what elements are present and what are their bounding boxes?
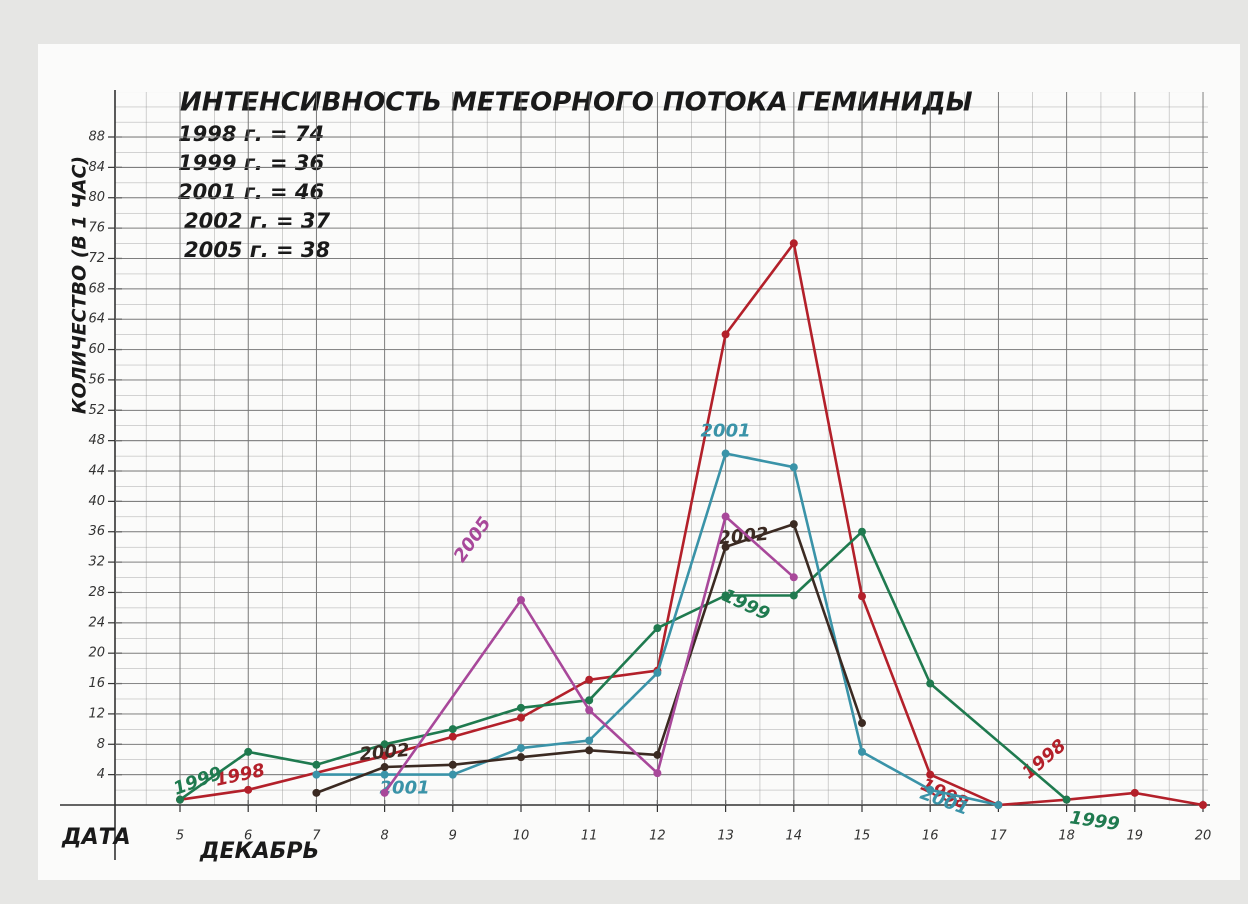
data-point bbox=[790, 520, 798, 528]
data-point bbox=[1199, 801, 1207, 809]
chart: ИНТЕНСИВНОСТЬ МЕТЕОРНОГО ПОТОКА ГЕМИНИДЫ… bbox=[0, 0, 1248, 904]
data-point bbox=[517, 596, 525, 604]
data-point bbox=[381, 789, 389, 797]
data-point bbox=[790, 573, 798, 581]
y-tick-label: 76 bbox=[88, 221, 105, 236]
data-point bbox=[1063, 796, 1071, 804]
data-point bbox=[517, 744, 525, 752]
x-tick-label: 16 bbox=[922, 829, 939, 844]
x-tick-label: 11 bbox=[581, 829, 598, 844]
y-tick-label: 60 bbox=[88, 342, 105, 357]
data-point bbox=[653, 624, 661, 632]
annotation: 2002 г. = 37 bbox=[184, 209, 331, 233]
y-tick-label: 80 bbox=[88, 190, 105, 205]
y-tick-label: 68 bbox=[88, 281, 105, 296]
data-point bbox=[585, 696, 593, 704]
data-point bbox=[722, 513, 730, 521]
data-point bbox=[653, 769, 661, 777]
x-tick-label: 5 bbox=[176, 829, 184, 844]
data-point bbox=[926, 680, 934, 688]
x-tick-label: 20 bbox=[1195, 829, 1212, 844]
data-point bbox=[790, 239, 798, 247]
y-tick-label: 28 bbox=[88, 585, 105, 600]
y-tick-label: 32 bbox=[88, 555, 105, 570]
data-point bbox=[790, 591, 798, 599]
y-tick-label: 20 bbox=[88, 646, 105, 661]
data-point bbox=[585, 746, 593, 754]
data-point bbox=[312, 771, 320, 779]
x-tick-label: 15 bbox=[854, 829, 871, 844]
data-point bbox=[858, 528, 866, 536]
x-tick-label: 13 bbox=[717, 829, 734, 844]
x-tick-label: 18 bbox=[1058, 829, 1075, 844]
y-tick-label: 36 bbox=[88, 524, 105, 539]
x-tick-label: 6 bbox=[244, 829, 252, 844]
data-point bbox=[449, 761, 457, 769]
y-tick-label: 84 bbox=[88, 160, 105, 175]
y-tick-label: 4 bbox=[97, 767, 105, 782]
y-tick-label: 8 bbox=[97, 737, 105, 752]
x-tick-label: 17 bbox=[990, 829, 1007, 844]
x-axis-sublabel: ДЕКАБРЬ bbox=[199, 839, 319, 864]
y-tick-label: 88 bbox=[88, 130, 105, 145]
annotation: 1999 г. = 36 bbox=[178, 151, 324, 175]
data-point bbox=[517, 753, 525, 761]
series-label: 2002 bbox=[359, 740, 411, 765]
series-label: 2002 bbox=[718, 524, 770, 549]
data-point bbox=[722, 330, 730, 338]
data-point bbox=[653, 669, 661, 677]
y-tick-label: 56 bbox=[88, 372, 105, 387]
x-tick-label: 19 bbox=[1127, 829, 1144, 844]
y-tick-label: 44 bbox=[88, 464, 105, 479]
x-tick-label: 10 bbox=[513, 829, 530, 844]
y-tick-label: 48 bbox=[88, 433, 105, 448]
chart-title: ИНТЕНСИВНОСТЬ МЕТЕОРНОГО ПОТОКА ГЕМИНИДЫ bbox=[180, 88, 973, 118]
data-point bbox=[722, 450, 730, 458]
data-point bbox=[858, 748, 866, 756]
data-point bbox=[858, 592, 866, 600]
data-point bbox=[517, 714, 525, 722]
x-axis-label: ДАТА bbox=[61, 825, 131, 850]
data-point bbox=[449, 771, 457, 779]
x-tick-label: 9 bbox=[449, 829, 457, 844]
data-point bbox=[244, 786, 252, 794]
data-point bbox=[517, 704, 525, 712]
data-point bbox=[381, 763, 389, 771]
y-tick-label: 24 bbox=[88, 615, 105, 630]
x-tick-label: 12 bbox=[649, 829, 666, 844]
annotation: 1998 г. = 74 bbox=[178, 122, 324, 146]
data-point bbox=[449, 725, 457, 733]
data-point bbox=[1131, 789, 1139, 797]
data-point bbox=[312, 761, 320, 769]
x-tick-label: 7 bbox=[312, 829, 321, 844]
data-point bbox=[858, 719, 866, 727]
y-tick-label: 72 bbox=[88, 251, 105, 266]
data-point bbox=[994, 801, 1002, 809]
y-tick-label: 52 bbox=[88, 403, 105, 418]
y-axis-label: КОЛИЧЕСТВО (В 1 ЧАС) bbox=[69, 156, 91, 414]
data-point bbox=[244, 748, 252, 756]
data-point bbox=[312, 789, 320, 797]
y-tick-label: 12 bbox=[88, 706, 105, 721]
data-point bbox=[585, 706, 593, 714]
series-label: 2001 bbox=[701, 421, 751, 442]
data-point bbox=[585, 736, 593, 744]
data-point bbox=[790, 463, 798, 471]
data-point bbox=[585, 676, 593, 684]
x-tick-label: 14 bbox=[786, 829, 803, 844]
annotation: 2001 г. = 46 bbox=[178, 180, 324, 204]
data-point bbox=[449, 733, 457, 741]
x-tick-label: 8 bbox=[380, 829, 388, 844]
y-tick-label: 16 bbox=[88, 676, 105, 691]
y-tick-label: 40 bbox=[88, 494, 105, 509]
y-tick-label: 64 bbox=[88, 312, 105, 327]
